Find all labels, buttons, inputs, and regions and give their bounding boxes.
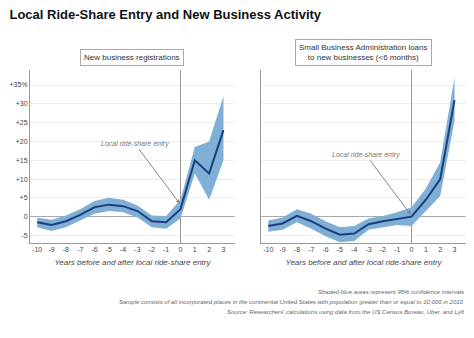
svg-text:Local Ride-Share Entry and New: Local Ride-Share Entry and New Business … [9,7,321,22]
svg-text:-6: -6 [91,246,97,253]
svg-text:-3: -3 [365,246,371,253]
svg-text:Years before and after local r: Years before and after local ride-share … [54,258,211,267]
svg-text:Years before and after local r: Years before and after local ride-share … [285,258,442,267]
svg-text:1: 1 [193,246,197,253]
svg-text:+25: +25 [16,119,28,126]
svg-text:-8: -8 [294,246,300,253]
svg-text:Source: Researchers’ calculati: Source: Researchers’ calculations using … [227,309,464,315]
svg-text:Sample consists of all incorpo: Sample consists of all incorporated plac… [119,299,464,305]
svg-text:+15: +15 [16,157,28,164]
svg-text:-1: -1 [394,246,400,253]
svg-text:+5: +5 [20,194,28,201]
svg-text:+35%: +35% [9,81,27,88]
svg-text:-4: -4 [120,246,126,253]
svg-text:-8: -8 [63,246,69,253]
svg-text:+20: +20 [16,138,28,145]
svg-text:-9: -9 [279,246,285,253]
svg-text:New business registrations: New business registrations [84,53,180,62]
svg-text:2: 2 [438,246,442,253]
svg-text:-9: -9 [48,246,54,253]
svg-text:3: 3 [222,246,226,253]
svg-text:Shaded-blue areas represent 95: Shaded-blue areas represent 95% confiden… [318,289,464,295]
svg-text:-5: -5 [21,232,27,239]
svg-text:-7: -7 [308,246,314,253]
svg-text:+10: +10 [16,176,28,183]
svg-text:-7: -7 [77,246,83,253]
svg-text:1: 1 [424,246,428,253]
svg-text:-2: -2 [149,246,155,253]
svg-text:-10: -10 [263,246,273,253]
svg-text:-4: -4 [351,246,357,253]
svg-text:-1: -1 [163,246,169,253]
svg-text:0: 0 [24,213,28,220]
svg-text:-10: -10 [32,246,42,253]
svg-text:-5: -5 [106,246,112,253]
svg-text:+30: +30 [16,100,28,107]
svg-text:-5: -5 [337,246,343,253]
svg-text:0: 0 [410,246,414,253]
svg-text:3: 3 [453,246,457,253]
svg-text:Local ride-share entry: Local ride-share entry [101,140,169,148]
svg-text:-6: -6 [322,246,328,253]
svg-text:-2: -2 [380,246,386,253]
svg-text:Local ride-share entry: Local ride-share entry [332,151,400,159]
svg-text:-3: -3 [134,246,140,253]
svg-text:0: 0 [179,246,183,253]
svg-text:2: 2 [207,246,211,253]
svg-text:Small Business Administration: Small Business Administration loansto ne… [299,43,428,62]
